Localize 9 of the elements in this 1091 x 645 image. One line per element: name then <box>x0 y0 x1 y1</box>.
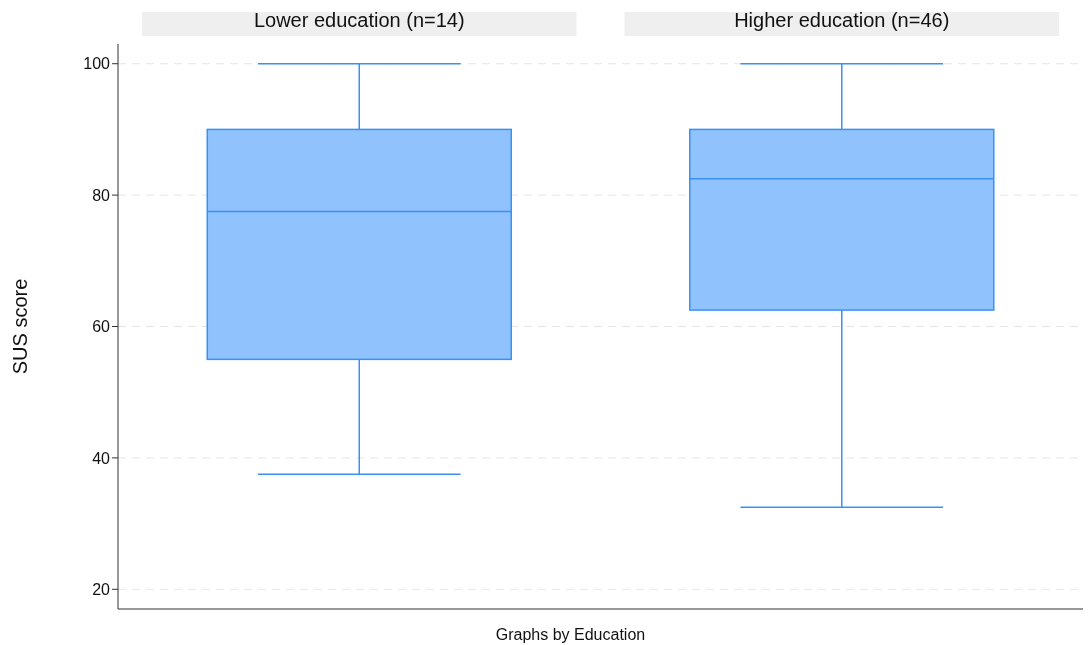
y-tick-label: 60 <box>92 318 111 336</box>
y-tick-label: 40 <box>92 449 111 467</box>
y-tick-label: 100 <box>83 55 111 73</box>
y-tick-label: 20 <box>92 580 111 598</box>
text: Graphs by Education <box>494 626 647 644</box>
y-tick-label: 80 <box>92 186 111 204</box>
x-tick-label: Higher education (n=46) <box>734 9 950 31</box>
x-tick-label: Lower education (n=14) <box>253 9 465 31</box>
y-axis-title: SUS score <box>9 278 32 375</box>
